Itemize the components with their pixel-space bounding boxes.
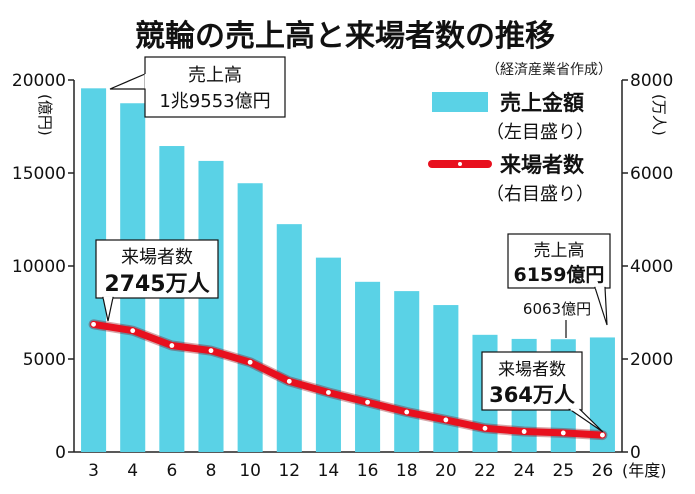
annotation-visitors-first-value: 2745万人 (104, 272, 209, 297)
left-tick-label: 10000 (12, 257, 66, 277)
chart-title: 競輪の売上高と来場者数の推移 (135, 19, 555, 54)
x-tick-label: 12 (278, 461, 300, 481)
visitors-line (90, 320, 606, 439)
visitors-point-22 (482, 425, 488, 431)
legend-bar-note: （左目盛り） (486, 122, 594, 143)
right-tick-label: 4000 (630, 257, 673, 277)
x-tick-label: 22 (474, 461, 496, 481)
x-tick-label: 16 (357, 461, 379, 481)
visitors-point-24 (521, 429, 527, 434)
x-tick-label: 10 (239, 461, 261, 481)
x-tick-label: 26 (592, 461, 614, 481)
left-tick-label: 5000 (23, 350, 66, 370)
right-tick-label: 0 (630, 443, 641, 463)
visitors-point-8 (208, 348, 214, 354)
annotation-sales-last: 売上高 6159億円 (507, 233, 611, 326)
x-tick-label: 8 (206, 461, 217, 481)
bar-12 (276, 224, 302, 452)
right-tick-label: 2000 (630, 350, 673, 370)
visitors-point-25 (560, 430, 566, 436)
left-tick-label: 0 (55, 443, 66, 463)
left-axis-unit: (億円) (36, 94, 54, 136)
visitors-point-6 (169, 343, 175, 348)
bar-16 (355, 281, 381, 452)
x-tick-label: 20 (435, 461, 457, 481)
annotation-visitors-first: 来場者数 2745万人 (95, 239, 219, 322)
visitors-point-4 (130, 328, 136, 334)
annotation-visitors-last-value: 364万人 (489, 383, 575, 407)
annotation-sales-last-label: 売上高 (534, 241, 585, 261)
bar-20 (433, 305, 459, 452)
annotation-sales-prev: 6063億円 (523, 300, 591, 338)
visitors-point-3 (91, 321, 96, 327)
annotation-sales-first: 売上高 1兆9553億円 (109, 56, 286, 118)
annotation-visitors-last: 来場者数 364万人 (481, 351, 604, 433)
visitors-point-10 (247, 359, 253, 365)
visitors-point-18 (404, 409, 410, 415)
visitors-point-26 (600, 432, 605, 438)
x-tick-label: 18 (396, 461, 418, 481)
annotation-sales-last-value: 6159億円 (514, 263, 605, 286)
x-tick-label: 6 (166, 461, 177, 481)
x-tick-label: 3 (88, 461, 99, 481)
right-axis-unit: (万人) (650, 94, 668, 136)
visitors-point-12 (286, 378, 292, 384)
visitors-point-14 (326, 390, 331, 395)
right-tick-label: 6000 (630, 164, 673, 184)
left-tick-label: 15000 (12, 164, 66, 184)
legend-bar-swatch (432, 92, 488, 112)
bar-14 (315, 257, 341, 452)
x-tick-label: 25 (552, 461, 574, 481)
legend-line-marker (458, 162, 462, 166)
legend: 売上金額 （左目盛り） 来場者数 （右目盛り） (428, 91, 594, 205)
annotation-sales-prev-value: 6063億円 (523, 300, 591, 318)
right-tick-label: 8000 (630, 71, 673, 91)
bar-10 (237, 183, 263, 453)
bar-6 (159, 146, 185, 452)
x-axis-unit: (年度) (622, 461, 667, 480)
bar-18 (394, 291, 420, 452)
annotation-sales-first-value: 1兆9553億円 (159, 91, 270, 112)
annotation-sales-first-label: 売上高 (188, 65, 242, 86)
annotation-visitors-first-label: 来場者数 (121, 247, 193, 268)
chart-source: （経済産業省作成） (486, 62, 612, 78)
legend-line-note: （右目盛り） (486, 184, 594, 205)
visitors-point-20 (443, 417, 449, 423)
visitors-point-16 (365, 399, 370, 405)
legend-bar-label: 売上金額 (500, 91, 584, 115)
annotation-visitors-last-label: 来場者数 (498, 360, 566, 380)
x-tick-label: 24 (513, 461, 535, 481)
left-tick-label: 20000 (12, 71, 66, 91)
x-tick-label: 14 (318, 461, 340, 481)
legend-line-label: 来場者数 (500, 153, 585, 177)
bar-8 (198, 160, 224, 452)
x-tick-label: 4 (127, 461, 138, 481)
